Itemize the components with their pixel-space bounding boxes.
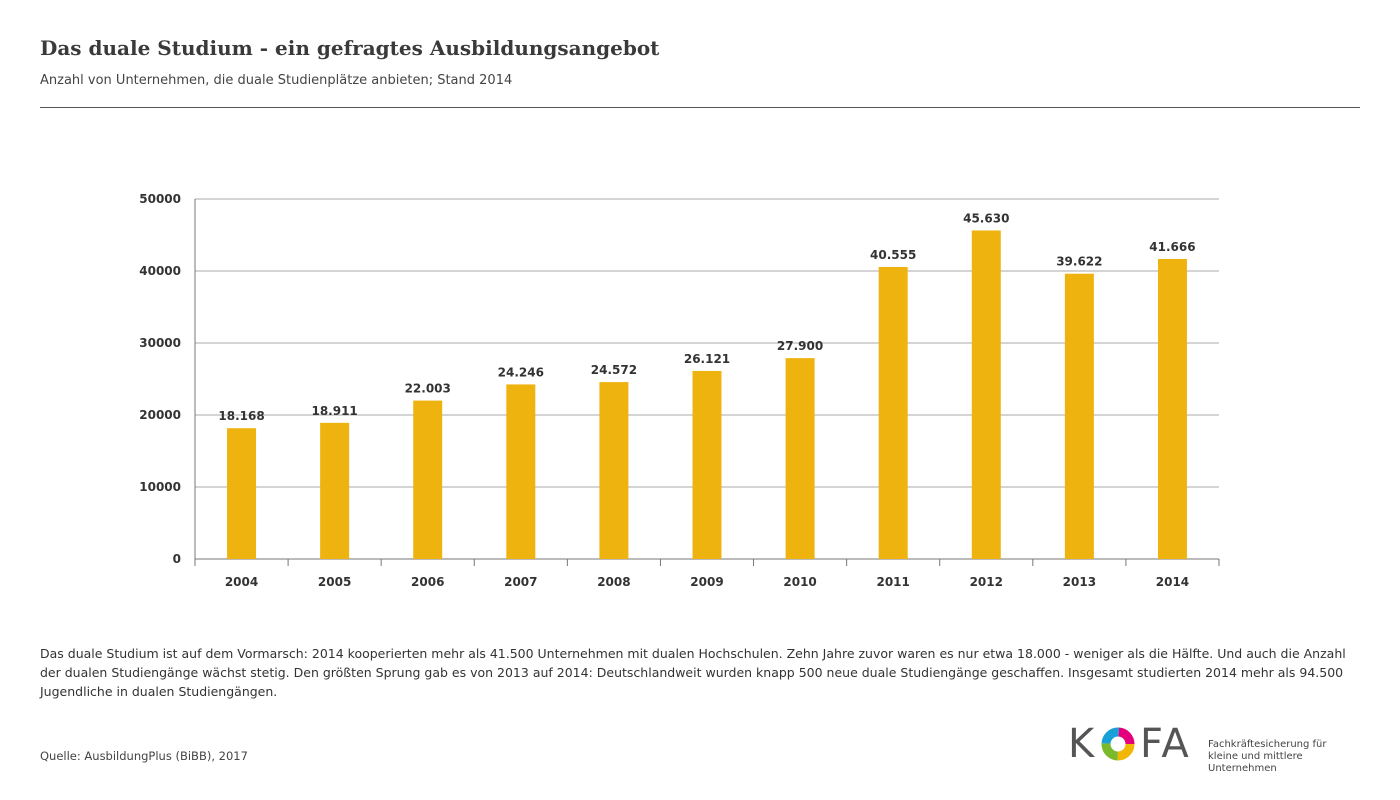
data-label: 45.630 [963,211,1009,225]
x-tick-label: 2009 [690,575,723,589]
bar [785,358,815,559]
x-tick-label: 2013 [1063,575,1096,589]
x-tick-label: 2010 [783,575,816,589]
bar [320,422,350,559]
logo-ring-icon [1101,727,1135,761]
bar [878,267,908,559]
data-label: 40.555 [870,248,916,262]
data-label: 41.666 [1149,240,1195,254]
chart-description: Das duale Studium ist auf dem Vormarsch:… [40,646,1346,699]
y-tick-label: 50000 [139,192,181,206]
bar [971,230,1001,560]
x-tick-label: 2006 [411,575,444,589]
data-label: 24.246 [498,365,544,379]
bar [227,428,257,559]
bar [506,384,536,559]
y-tick-label: 10000 [139,480,181,494]
x-tick-label: 2012 [970,575,1003,589]
bar-chart: 0 10000 20000 30000 40000 50000 18.168 2004 18.9… [139,192,1220,589]
logo-tagline-line-2: kleine und mittlere Unternehmen [1208,751,1303,774]
logo-tagline: Fachkräftesicherung für kleine und mittl… [1208,739,1368,775]
bar [1157,259,1187,559]
kofa-logo: K FA Fachkräftesicherung für kleine und … [1068,721,1368,774]
logo-letter-k: K [1068,721,1097,767]
data-label: 24.572 [591,363,637,377]
logo-tagline-line-1: Fachkräftesicherung für [1208,739,1327,750]
bar [1064,273,1094,559]
x-tick-label: 2008 [597,575,630,589]
bar [692,370,722,559]
y-tick-label: 30000 [139,336,181,350]
logo-letters-fa: FA [1140,721,1191,767]
data-label: 18.911 [311,404,357,418]
y-tick-label: 0 [173,552,181,566]
chart-title: Das duale Studium - ein gefragtes Ausbil… [40,36,660,60]
y-tick-label: 20000 [139,408,181,422]
bar [599,382,629,559]
x-tick-label: 2005 [318,575,351,589]
chart-subtitle: Anzahl von Unternehmen, die duale Studie… [40,73,513,88]
x-tick-label: 2011 [876,575,909,589]
bar [413,400,443,559]
data-label: 27.900 [777,339,823,353]
data-label: 39.622 [1056,255,1102,269]
source-note: Quelle: AusbildungPlus (BiBB), 2017 [40,749,248,763]
data-label: 22.003 [405,382,451,396]
y-tick-label: 40000 [139,264,181,278]
header-divider [40,107,1360,108]
x-tick-label: 2014 [1156,575,1189,589]
x-tick-label: 2004 [225,575,258,589]
data-label: 26.121 [684,352,730,366]
x-tick-label: 2007 [504,575,537,589]
data-label: 18.168 [218,409,264,423]
